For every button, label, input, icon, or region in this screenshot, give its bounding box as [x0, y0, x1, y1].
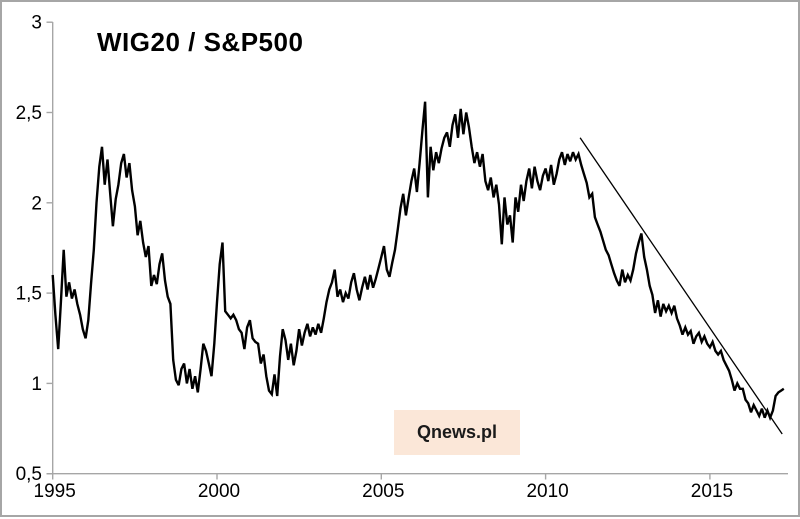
- x-tick-label: 2015: [691, 481, 733, 502]
- ratio-line-series: [51, 101, 785, 422]
- y-tick-label: 2: [31, 193, 42, 214]
- watermark-text: Qnews.pl: [416, 422, 497, 442]
- x-tick-label: 2005: [362, 481, 404, 502]
- x-tick-label: 1995: [34, 481, 76, 502]
- y-tick-label: 1: [31, 374, 42, 395]
- x-tick-label: 2010: [526, 481, 568, 502]
- x-tick-label: 2000: [198, 481, 240, 502]
- chart-title: WIG20 / S&P500: [97, 27, 304, 57]
- y-tick-label: 2,5: [16, 103, 42, 124]
- downtrend-line: [579, 137, 783, 435]
- y-tick-label: 0,5: [16, 464, 42, 485]
- y-tick-label: 3: [31, 13, 42, 34]
- y-tick-label: 1,5: [16, 284, 42, 305]
- watermark-badge: Qnews.pl: [394, 410, 520, 455]
